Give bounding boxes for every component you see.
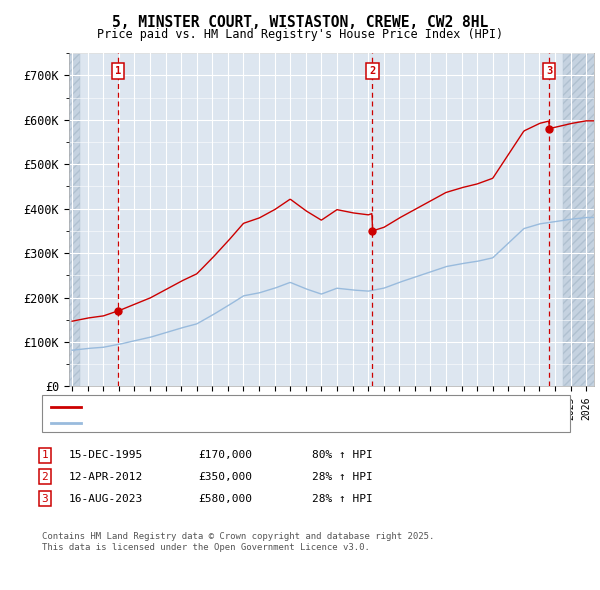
Text: £170,000: £170,000: [198, 451, 252, 460]
Text: 1: 1: [115, 66, 121, 76]
Text: 5, MINSTER COURT, WISTASTON, CREWE, CW2 8HL (detached house): 5, MINSTER COURT, WISTASTON, CREWE, CW2 …: [87, 402, 462, 412]
Text: £350,000: £350,000: [198, 472, 252, 481]
Text: 3: 3: [546, 66, 552, 76]
Text: 28% ↑ HPI: 28% ↑ HPI: [312, 494, 373, 503]
Text: 12-APR-2012: 12-APR-2012: [69, 472, 143, 481]
Text: 2: 2: [370, 66, 376, 76]
Text: 28% ↑ HPI: 28% ↑ HPI: [312, 472, 373, 481]
Text: 80% ↑ HPI: 80% ↑ HPI: [312, 451, 373, 460]
Text: 3: 3: [41, 494, 49, 503]
Text: 15-DEC-1995: 15-DEC-1995: [69, 451, 143, 460]
Text: HPI: Average price, detached house, Cheshire East: HPI: Average price, detached house, Ches…: [87, 418, 393, 428]
Text: £580,000: £580,000: [198, 494, 252, 503]
Text: 16-AUG-2023: 16-AUG-2023: [69, 494, 143, 503]
Text: 5, MINSTER COURT, WISTASTON, CREWE, CW2 8HL: 5, MINSTER COURT, WISTASTON, CREWE, CW2 …: [112, 15, 488, 30]
Text: 1: 1: [41, 451, 49, 460]
Text: 2: 2: [41, 472, 49, 481]
Text: Contains HM Land Registry data © Crown copyright and database right 2025.
This d: Contains HM Land Registry data © Crown c…: [42, 532, 434, 552]
Text: Price paid vs. HM Land Registry's House Price Index (HPI): Price paid vs. HM Land Registry's House …: [97, 28, 503, 41]
